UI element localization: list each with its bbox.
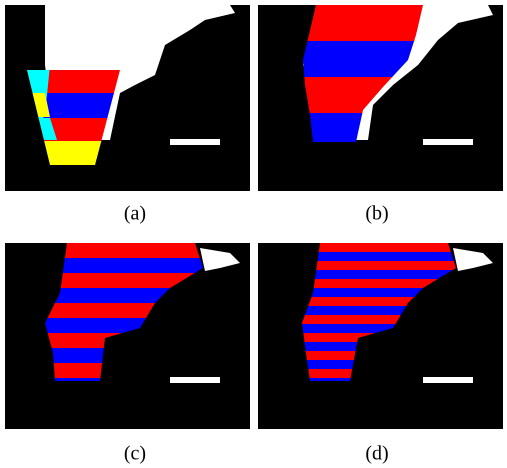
panel-label: (a) — [124, 203, 146, 225]
panel-label: (d) — [365, 443, 388, 465]
panel-a — [5, 5, 250, 191]
landmass — [170, 377, 220, 383]
page: (a) (b) (c) (d) (() => { const data = JS… — [0, 0, 507, 468]
landmass — [423, 139, 473, 145]
landmass — [170, 139, 220, 145]
landmass — [423, 377, 473, 383]
panel-d — [258, 243, 503, 429]
panel-b — [258, 5, 503, 191]
figure: (a) (b) (c) (d) — [0, 0, 507, 468]
panel-label: (c) — [124, 443, 146, 465]
panel-c — [5, 243, 250, 429]
panel-label: (b) — [365, 203, 388, 225]
